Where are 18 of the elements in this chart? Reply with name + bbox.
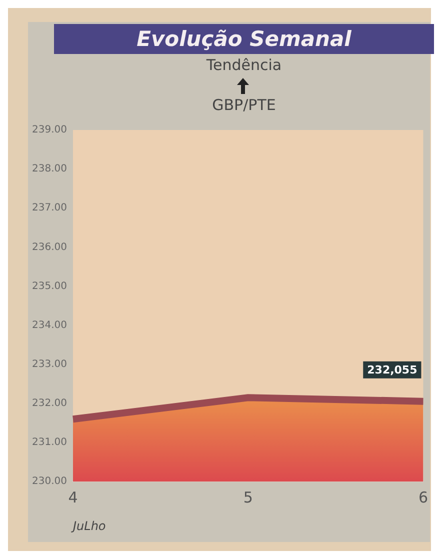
y-tick-label: 231.00	[32, 437, 67, 448]
annotation: 232,055	[367, 364, 418, 377]
x-axis-title: JuLho	[70, 518, 106, 533]
y-tick-label: 236.00	[32, 242, 67, 253]
y-tick-label: 230.00	[32, 476, 67, 488]
y-tick-label: 237.00	[32, 202, 67, 214]
y-tick-label: 239.00	[32, 124, 67, 136]
text: GBP/PTE	[211, 96, 277, 114]
chart-title: Evolução Semanal	[54, 24, 434, 54]
y-tick-label: 235.00	[32, 280, 67, 292]
y-tick-label: 232.00	[32, 398, 67, 410]
x-tick-label: 5	[243, 488, 253, 506]
x-tick-label: 4	[68, 488, 78, 506]
y-tick-label: 233.00	[32, 358, 67, 370]
x-tick-label: 6	[418, 488, 428, 506]
y-tick-label: 234.00	[32, 320, 67, 331]
y-tick-label: 238.00	[32, 164, 67, 175]
chart-subtitle: Tendência	[205, 56, 283, 74]
